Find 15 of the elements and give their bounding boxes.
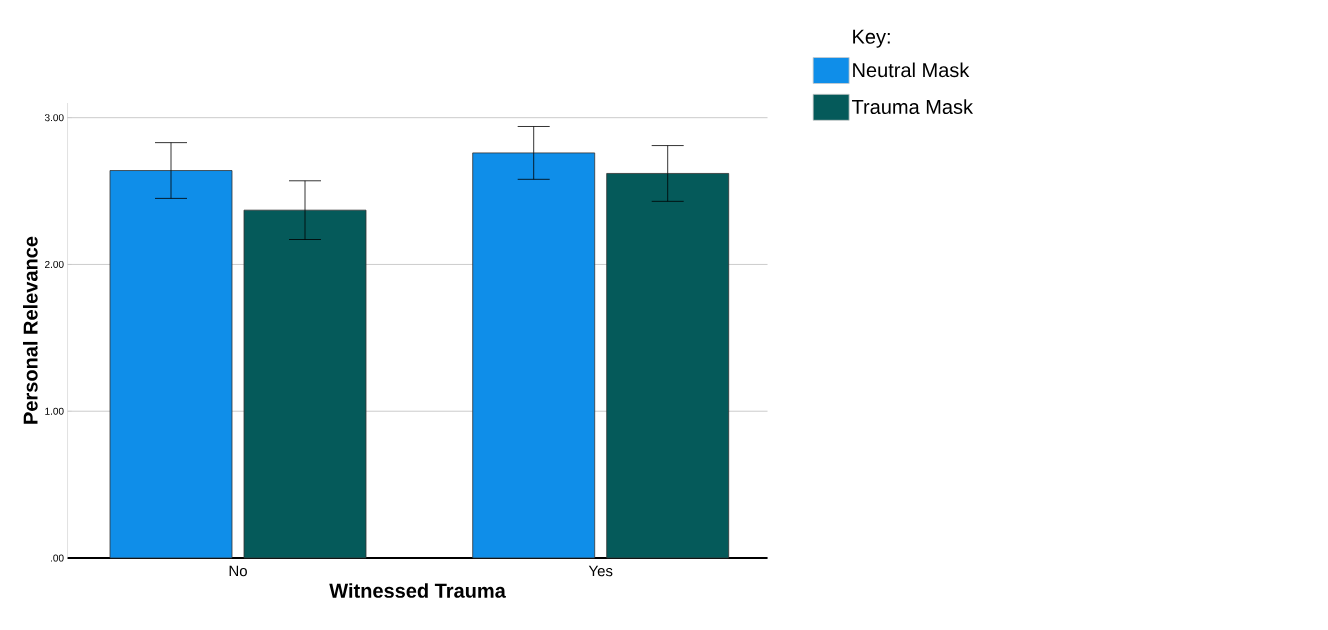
bar xyxy=(109,170,233,559)
bar xyxy=(606,173,730,559)
x-tick-label: No xyxy=(229,565,247,577)
legend-title: Key: xyxy=(853,29,890,48)
legend-label: Neutral Mask xyxy=(853,62,970,78)
y-tick-label: 2.00 xyxy=(45,260,64,268)
x-tick-label: Yes xyxy=(588,565,613,577)
y-tick-label: 1.00 xyxy=(45,407,64,415)
y-axis-title: Personal Relevance xyxy=(22,236,38,424)
x-axis-title: Witnessed Trauma xyxy=(329,583,506,598)
bar xyxy=(243,209,367,559)
y-tick-label: 3.00 xyxy=(44,114,64,122)
y-tick-label: .00 xyxy=(51,554,64,562)
legend-label: Trauma Mask xyxy=(851,99,974,114)
bar xyxy=(472,152,596,559)
